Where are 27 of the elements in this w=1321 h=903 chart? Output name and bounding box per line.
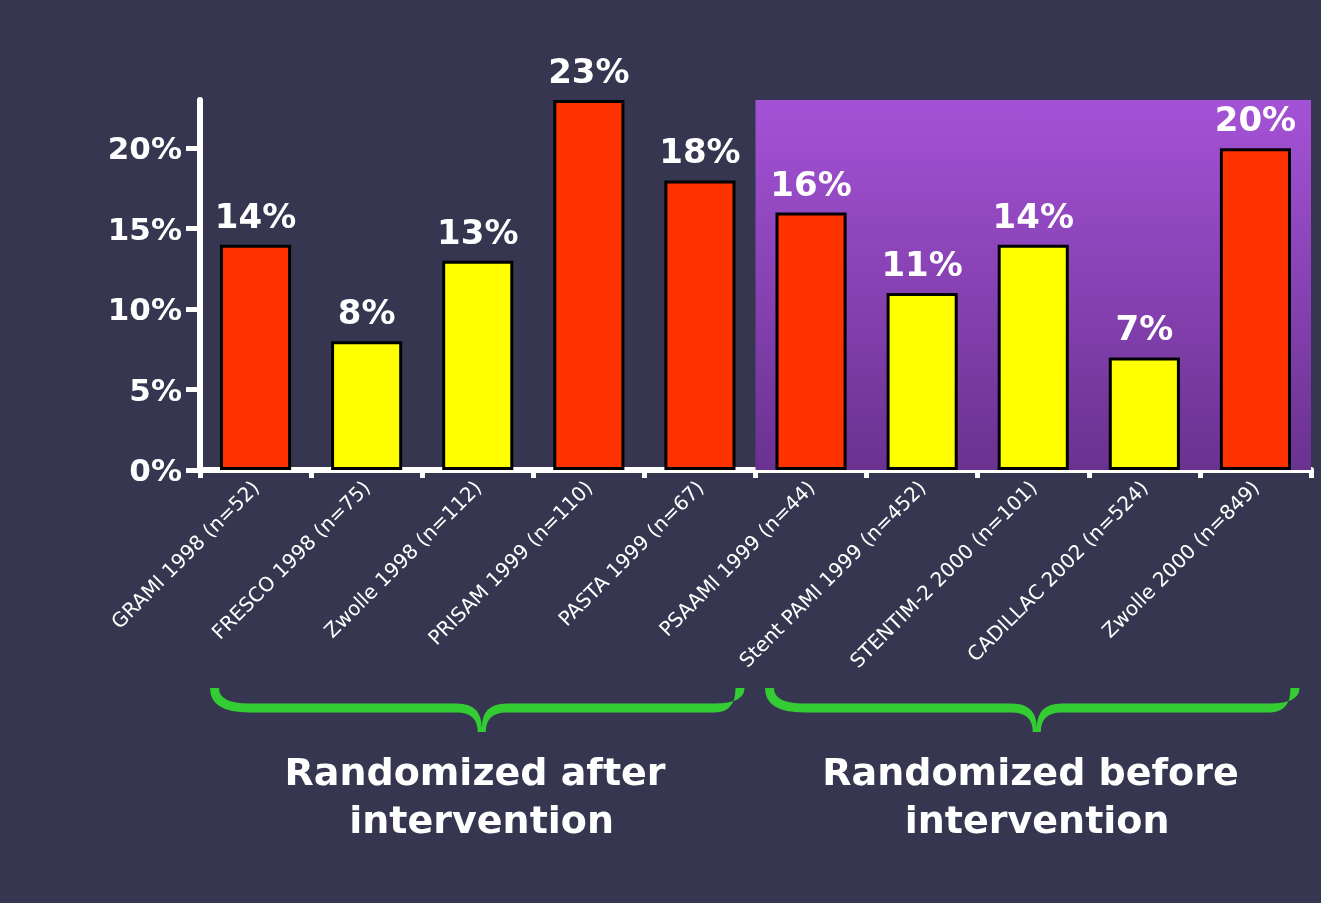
text: Randomized after intervention	[284, 750, 679, 842]
data-label: 13%	[437, 211, 519, 252]
y-tick-label: 5%	[129, 371, 182, 408]
data-label: 7%	[1115, 308, 1174, 349]
bar	[775, 212, 847, 470]
bar	[1108, 357, 1180, 470]
bar	[442, 260, 514, 470]
data-label: 14%	[214, 195, 297, 236]
y-tick-label: 0%	[129, 452, 182, 488]
data-label: 11%	[881, 244, 963, 285]
data-label: 20%	[1214, 99, 1297, 140]
y-tick-label: 20%	[107, 130, 182, 167]
bar	[997, 244, 1069, 470]
bar	[664, 180, 736, 470]
y-tick-label: 15%	[107, 210, 182, 247]
bar	[331, 341, 403, 470]
bar	[886, 293, 958, 470]
data-label: 14%	[992, 195, 1074, 236]
data-label: 18%	[659, 131, 741, 172]
data-label: 16%	[770, 163, 852, 204]
y-tick-label: 10%	[107, 291, 182, 328]
bar	[553, 100, 625, 470]
data-label: 8%	[337, 292, 396, 333]
text: Randomized before intervention	[822, 750, 1252, 842]
data-label: 23%	[548, 51, 630, 91]
bar	[220, 244, 292, 470]
bar	[1219, 148, 1291, 470]
